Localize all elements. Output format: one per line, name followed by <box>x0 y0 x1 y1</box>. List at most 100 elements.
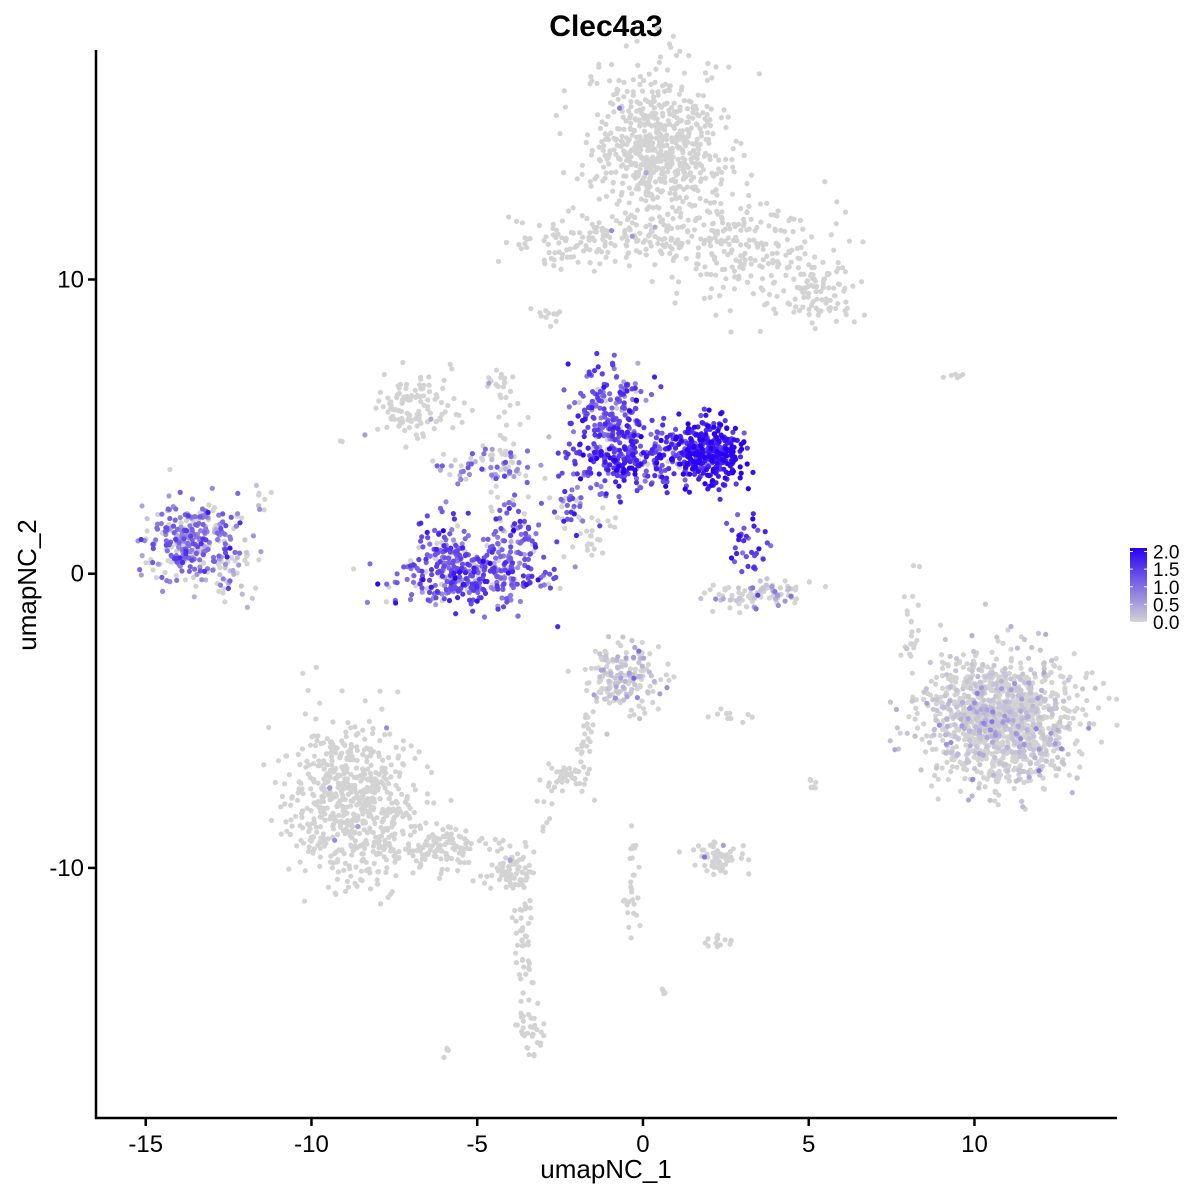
data-point <box>410 782 417 788</box>
data-point <box>927 659 933 666</box>
data-point <box>330 821 337 828</box>
data-point <box>389 800 395 806</box>
data-point <box>566 404 572 410</box>
data-point <box>741 430 747 436</box>
data-point <box>538 500 545 506</box>
data-point <box>667 250 673 256</box>
data-point <box>360 820 366 826</box>
data-point <box>723 856 729 862</box>
data-point <box>523 473 529 479</box>
data-point <box>322 789 328 795</box>
data-point <box>809 320 815 326</box>
data-point <box>448 797 454 803</box>
data-point <box>646 179 652 185</box>
data-point <box>578 239 584 246</box>
data-point <box>593 665 599 671</box>
data-point <box>642 478 648 484</box>
data-point <box>694 136 700 142</box>
data-point <box>652 115 658 121</box>
data-point <box>339 688 345 694</box>
data-point <box>536 222 543 228</box>
data-point <box>982 784 988 790</box>
data-point <box>521 964 527 970</box>
data-point <box>584 680 590 686</box>
data-point <box>323 751 329 757</box>
data-point <box>806 579 813 585</box>
data-point <box>444 866 450 873</box>
data-point <box>670 33 677 39</box>
data-point <box>374 877 380 883</box>
data-point <box>442 583 448 589</box>
data-point <box>458 845 464 851</box>
data-point <box>444 578 450 585</box>
data-point <box>1074 775 1080 781</box>
data-point <box>168 559 174 565</box>
data-point <box>367 886 374 892</box>
data-point <box>507 469 513 475</box>
data-point <box>352 724 358 730</box>
data-point <box>342 809 348 815</box>
data-point <box>842 285 848 291</box>
data-point <box>989 719 995 725</box>
data-point <box>594 481 600 488</box>
data-point <box>709 75 715 81</box>
data-point <box>484 873 490 880</box>
data-point <box>589 552 595 558</box>
data-point <box>507 843 513 849</box>
data-point <box>595 112 601 118</box>
data-point <box>311 800 317 806</box>
data-point <box>646 669 652 675</box>
data-point <box>418 386 424 392</box>
data-point <box>790 229 796 235</box>
data-point <box>751 237 757 243</box>
data-point <box>919 736 925 742</box>
data-point <box>514 218 520 224</box>
data-point <box>639 639 645 646</box>
data-point <box>302 868 308 874</box>
data-point <box>432 527 438 534</box>
data-point <box>727 605 733 611</box>
data-point <box>1041 705 1047 711</box>
data-point <box>634 108 640 114</box>
data-point <box>688 125 694 131</box>
data-point <box>775 208 781 214</box>
data-point <box>501 502 507 508</box>
data-point <box>996 723 1002 729</box>
data-point <box>564 509 570 516</box>
data-point <box>310 850 316 856</box>
data-point <box>921 721 927 727</box>
data-point <box>685 239 691 245</box>
data-point <box>154 526 161 532</box>
data-point <box>595 518 601 524</box>
data-point <box>530 1031 536 1037</box>
data-point <box>396 848 402 855</box>
data-point <box>915 602 921 608</box>
data-point <box>672 169 678 175</box>
data-point <box>349 835 355 841</box>
data-point <box>388 762 394 768</box>
data-point <box>441 534 447 540</box>
data-point <box>628 707 635 713</box>
data-point <box>519 220 526 226</box>
data-point <box>689 233 695 239</box>
data-point <box>681 98 688 104</box>
data-point <box>177 515 183 521</box>
data-point <box>354 744 360 750</box>
data-point <box>507 388 514 394</box>
data-point <box>677 48 683 54</box>
data-point <box>706 236 712 242</box>
data-point <box>720 228 727 234</box>
data-point <box>316 758 322 764</box>
data-point <box>706 140 712 146</box>
data-point <box>805 283 811 290</box>
data-point <box>587 533 594 539</box>
data-point <box>531 1051 537 1058</box>
data-point <box>913 697 919 703</box>
data-point <box>361 747 367 753</box>
data-point <box>506 865 512 871</box>
data-point <box>574 746 581 752</box>
data-point <box>588 665 595 671</box>
data-point <box>537 777 543 783</box>
data-point <box>602 175 608 181</box>
data-point <box>783 272 789 279</box>
